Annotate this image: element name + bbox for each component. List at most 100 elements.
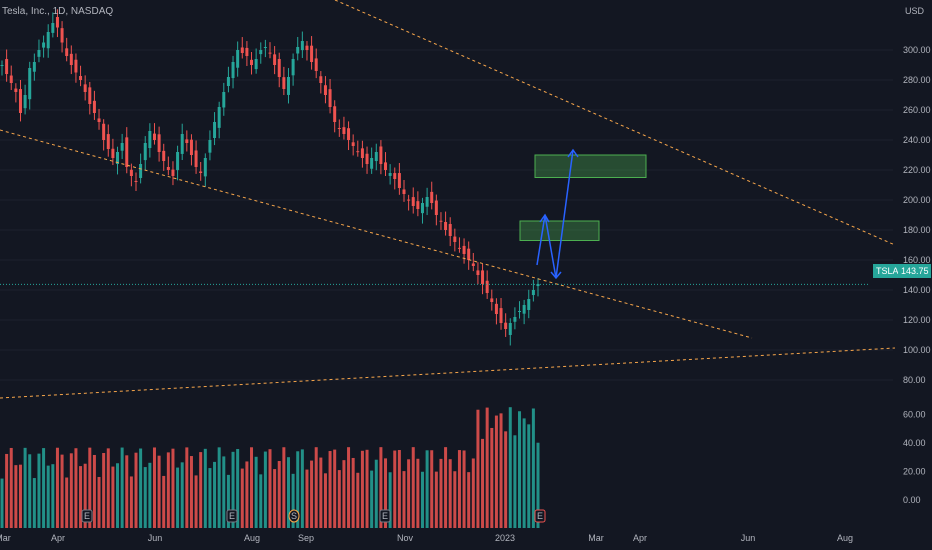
volume-bar	[416, 458, 420, 528]
volume-bar	[116, 463, 120, 528]
candle-body	[51, 23, 55, 33]
candle-body	[384, 162, 388, 170]
event-marker-label: S	[291, 511, 297, 521]
candle-body	[402, 189, 406, 194]
candle-body	[504, 322, 508, 329]
time-tick-label: Aug	[244, 533, 260, 543]
volume-bar	[481, 438, 485, 528]
candle-body	[226, 77, 230, 87]
volume-bar	[111, 466, 115, 528]
event-marker-label: E	[84, 511, 90, 521]
time-axis[interactable]: Mar Apr Jun Aug Sep Nov 2023 Mar Apr Jun Aug	[0, 528, 932, 550]
event-marker-box	[534, 509, 546, 523]
volume-bar	[444, 447, 448, 528]
time-tick-label: Apr	[51, 533, 65, 543]
candle-body	[9, 75, 13, 83]
volume-bar	[365, 449, 369, 528]
candle-body	[481, 270, 485, 284]
candle-body	[457, 247, 461, 249]
volume-bar	[351, 457, 355, 528]
volume-bar	[157, 455, 161, 528]
candle-body	[259, 50, 263, 55]
volume-bar	[194, 475, 198, 528]
price-tick-label: 80.00	[903, 375, 926, 385]
candle-body	[222, 92, 226, 108]
volume-tick-label: 20.00	[903, 466, 926, 476]
time-tick-label: 2023	[495, 533, 515, 543]
candle-body	[310, 45, 314, 62]
price-tick-label: 300.00	[903, 45, 931, 55]
candle-body	[189, 139, 193, 155]
volume-bar	[448, 459, 452, 528]
time-axis-bg	[0, 528, 932, 550]
volume-bar	[411, 447, 415, 528]
time-tick-label: Apr	[633, 533, 647, 543]
time-tick-label: Sep	[298, 533, 314, 543]
volume-bar	[508, 407, 512, 528]
candle-body	[518, 311, 522, 312]
candle-body	[282, 77, 286, 89]
volume-bar	[32, 478, 36, 528]
candle-body	[254, 59, 258, 70]
candle-body	[462, 245, 466, 254]
candle-body	[116, 152, 120, 164]
volume-bar	[236, 449, 240, 528]
event-marker-label: E	[229, 511, 235, 521]
candle-body	[208, 140, 212, 153]
volume-bar	[328, 451, 332, 528]
candle-body	[291, 59, 295, 76]
event-marker-label: E	[537, 511, 543, 521]
volume-bar	[79, 466, 83, 528]
volume-bar	[476, 409, 480, 528]
candle-body	[23, 95, 27, 109]
price-axis[interactable]: 300.00 280.00 260.00 240.00 220.00 200.00 180.…	[903, 45, 931, 505]
candle-body	[79, 76, 83, 80]
time-tick-label: Jun	[148, 533, 163, 543]
volume-bar	[333, 449, 337, 528]
price-tick-label: 200.00	[903, 195, 931, 205]
price-tick-label: 240.00	[903, 135, 931, 145]
candle-body	[213, 122, 217, 139]
volume-bar	[434, 471, 438, 528]
candle-body	[379, 146, 383, 164]
volume-bar	[231, 451, 235, 528]
volume-bar	[222, 456, 226, 528]
volume-bar	[402, 471, 406, 528]
volume-bar	[102, 452, 106, 528]
candle-body	[273, 54, 277, 65]
candle-body	[536, 284, 540, 287]
candle-body	[111, 148, 115, 158]
volume-bar	[384, 458, 388, 528]
event-marker: E	[226, 509, 238, 523]
annotations	[0, 0, 896, 399]
volume-bar	[55, 447, 59, 528]
volume-bar	[370, 470, 374, 528]
candle-body	[522, 305, 526, 314]
candle-body	[236, 50, 240, 68]
volume-bar	[120, 447, 124, 528]
candle-body	[134, 180, 138, 182]
candle-body	[37, 50, 41, 57]
price-tick-label: 180.00	[903, 225, 931, 235]
candle-body	[106, 134, 110, 149]
volume-bar	[268, 449, 272, 528]
volume-bar	[240, 468, 244, 528]
candle-body	[42, 42, 46, 48]
volume-bar	[208, 468, 212, 528]
volume-bar	[65, 477, 69, 528]
candle-body	[102, 123, 106, 140]
volume-bar	[166, 452, 170, 528]
candle-body	[337, 127, 341, 129]
volume-bar	[531, 408, 535, 528]
event-marker: E	[379, 509, 391, 523]
price-tick-label: 220.00	[903, 165, 931, 175]
candle-body	[434, 200, 438, 215]
candle-body	[92, 100, 96, 113]
candle-body	[88, 87, 92, 104]
candle-body	[342, 127, 346, 134]
volume-bar	[152, 447, 156, 528]
candle-body	[74, 59, 78, 73]
price-tick-label: 260.00	[903, 105, 931, 115]
